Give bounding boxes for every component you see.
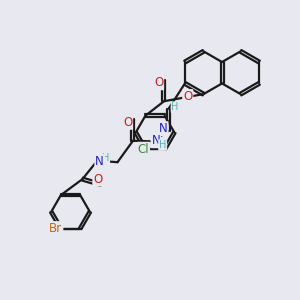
Text: H: H bbox=[172, 102, 179, 112]
Text: Br: Br bbox=[49, 222, 62, 235]
Text: O: O bbox=[123, 116, 132, 129]
Text: H: H bbox=[159, 140, 166, 150]
Text: N: N bbox=[159, 122, 168, 135]
Text: N: N bbox=[95, 155, 104, 168]
Text: N: N bbox=[152, 134, 160, 147]
Text: H: H bbox=[102, 153, 109, 163]
Text: Cl: Cl bbox=[137, 143, 149, 156]
Text: O: O bbox=[154, 76, 163, 89]
Text: O: O bbox=[183, 90, 192, 103]
Text: O: O bbox=[93, 172, 103, 186]
